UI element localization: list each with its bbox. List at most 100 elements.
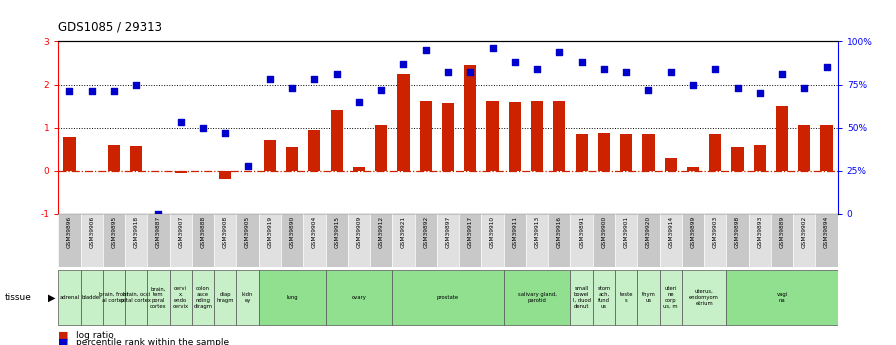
Point <box>218 130 232 136</box>
Bar <box>709 134 721 171</box>
Bar <box>727 214 749 267</box>
Text: GSM39901: GSM39901 <box>624 216 629 248</box>
Bar <box>620 134 633 171</box>
Bar <box>286 148 298 171</box>
Text: bladder: bladder <box>82 295 102 300</box>
Bar <box>793 214 815 267</box>
Text: GSM39921: GSM39921 <box>401 216 406 248</box>
Text: log ratio: log ratio <box>76 331 114 340</box>
Text: GSM39900: GSM39900 <box>601 216 607 248</box>
Bar <box>642 134 655 171</box>
Point <box>797 85 812 91</box>
Bar <box>526 214 548 267</box>
Bar <box>704 214 727 267</box>
Point <box>775 71 789 77</box>
Text: GSM39899: GSM39899 <box>691 216 695 248</box>
Text: stom
ach,
fund
us: stom ach, fund us <box>598 286 610 309</box>
Bar <box>353 167 365 171</box>
Point <box>107 89 121 94</box>
Bar <box>504 270 571 325</box>
Bar <box>798 126 811 171</box>
Point <box>418 47 433 53</box>
Text: GSM39889: GSM39889 <box>780 216 785 248</box>
Bar <box>175 171 187 173</box>
Text: cervi
x,
endo
cervix: cervi x, endo cervix <box>173 286 189 309</box>
Bar <box>192 214 214 267</box>
Bar <box>437 214 459 267</box>
Text: GSM39898: GSM39898 <box>735 216 740 248</box>
Text: GSM39897: GSM39897 <box>445 216 451 248</box>
Text: brain, occi
pital cortex: brain, occi pital cortex <box>121 292 151 303</box>
Bar <box>392 214 415 267</box>
Bar <box>464 65 477 171</box>
Bar <box>598 133 610 171</box>
Text: GDS1085 / 29313: GDS1085 / 29313 <box>58 21 162 34</box>
Point <box>174 120 188 125</box>
Bar <box>392 270 504 325</box>
Bar <box>575 134 588 171</box>
Point <box>552 49 566 55</box>
Text: GSM39893: GSM39893 <box>757 216 762 248</box>
Bar <box>259 270 325 325</box>
Text: diap
hragm: diap hragm <box>217 292 234 303</box>
Point <box>597 66 611 72</box>
Bar <box>303 214 325 267</box>
Bar <box>147 270 169 325</box>
Bar <box>281 214 303 267</box>
Text: GSM39918: GSM39918 <box>134 216 139 248</box>
Bar <box>821 126 832 171</box>
Bar <box>103 270 125 325</box>
Text: uteri
ne
corp
us, m: uteri ne corp us, m <box>663 286 678 309</box>
Bar <box>659 214 682 267</box>
Text: lung: lung <box>287 295 297 300</box>
Point <box>708 66 722 72</box>
Point <box>307 77 322 82</box>
Bar <box>509 102 521 171</box>
Point <box>129 82 143 87</box>
Bar <box>615 214 637 267</box>
Bar <box>687 167 699 171</box>
Text: percentile rank within the sample: percentile rank within the sample <box>76 338 229 345</box>
Bar <box>348 214 370 267</box>
Text: teste
s: teste s <box>619 292 633 303</box>
Bar <box>682 214 704 267</box>
Text: ■: ■ <box>58 337 69 345</box>
Bar <box>331 110 343 171</box>
Bar <box>593 270 615 325</box>
Text: kidn
ey: kidn ey <box>242 292 254 303</box>
Text: GSM39907: GSM39907 <box>178 216 184 248</box>
Bar <box>220 171 231 179</box>
Text: ovary: ovary <box>351 295 366 300</box>
Bar <box>147 214 169 267</box>
Bar <box>237 214 259 267</box>
Bar <box>459 214 481 267</box>
Point <box>396 61 410 67</box>
Text: GSM39917: GSM39917 <box>468 216 473 248</box>
Bar <box>487 101 499 171</box>
Point <box>441 70 455 75</box>
Bar <box>169 214 192 267</box>
Point <box>240 163 254 168</box>
Bar <box>58 214 81 267</box>
Bar <box>553 101 565 171</box>
Point <box>330 71 344 77</box>
Bar <box>571 270 593 325</box>
Point <box>463 70 478 75</box>
Bar <box>130 146 142 171</box>
Point <box>486 46 500 51</box>
Point <box>84 89 99 94</box>
Text: vagi
na: vagi na <box>777 292 788 303</box>
Bar <box>571 214 593 267</box>
Text: GSM39891: GSM39891 <box>579 216 584 248</box>
Point <box>530 66 544 72</box>
Text: salivary gland,
parotid: salivary gland, parotid <box>518 292 556 303</box>
Text: GSM39895: GSM39895 <box>111 216 116 248</box>
Text: GSM39892: GSM39892 <box>423 216 428 248</box>
Text: GSM39916: GSM39916 <box>556 216 562 247</box>
Point <box>263 77 277 82</box>
Text: GSM39904: GSM39904 <box>312 216 317 248</box>
Bar <box>548 214 571 267</box>
Bar <box>682 270 727 325</box>
Text: tissue: tissue <box>4 293 31 302</box>
Text: GSM39910: GSM39910 <box>490 216 495 248</box>
